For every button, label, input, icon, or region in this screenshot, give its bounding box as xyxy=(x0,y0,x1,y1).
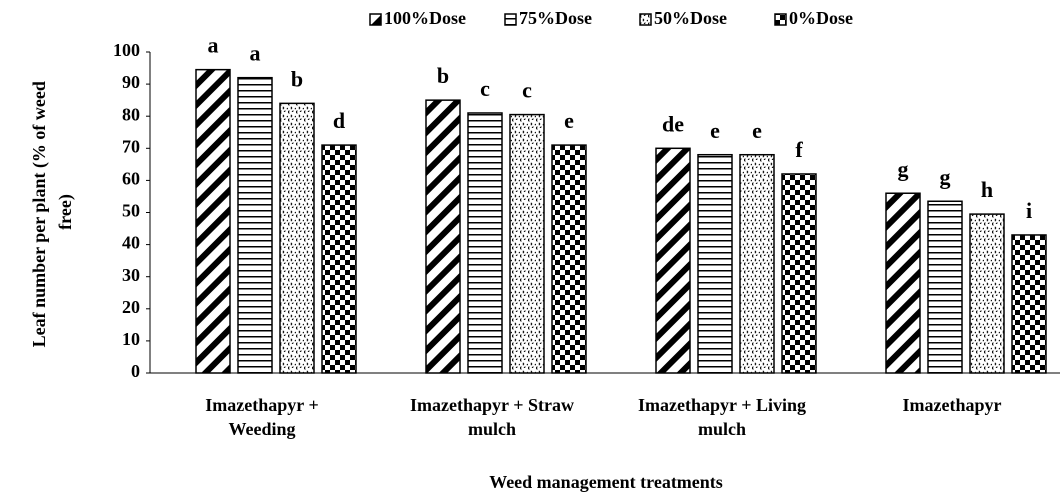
significance-letter: c xyxy=(522,78,532,103)
bar xyxy=(551,144,587,374)
bar xyxy=(425,99,461,374)
significance-letter: g xyxy=(898,156,909,181)
significance-letter: h xyxy=(981,177,993,202)
x-axis-title: Weed management treatments xyxy=(489,472,723,492)
significance-letter: de xyxy=(662,111,684,136)
significance-letter: f xyxy=(795,137,803,162)
significance-letter: d xyxy=(333,108,345,133)
legend-swatch xyxy=(639,13,652,26)
bar xyxy=(509,113,545,374)
legend-label: 50%Dose xyxy=(654,8,727,28)
y-tick-label: 80 xyxy=(122,104,140,124)
legend-label: 100%Dose xyxy=(384,8,466,28)
y-tick-label: 10 xyxy=(122,329,140,349)
bar xyxy=(739,153,775,374)
y-tick-label: 50 xyxy=(122,201,140,221)
bar xyxy=(927,200,963,374)
significance-letter: e xyxy=(564,108,574,133)
bar xyxy=(1011,234,1047,374)
significance-letter: b xyxy=(291,66,303,91)
significance-letter: e xyxy=(710,118,720,143)
significance-letter: i xyxy=(1026,198,1032,223)
bar xyxy=(969,213,1005,374)
legend-label: 75%Dose xyxy=(519,8,592,28)
y-tick-label: 60 xyxy=(122,169,140,189)
y-tick-label: 90 xyxy=(122,72,140,92)
significance-letter: a xyxy=(250,41,261,66)
x-tick-label: Weeding xyxy=(228,419,295,439)
significance-letter: a xyxy=(208,33,219,58)
y-tick-label: 20 xyxy=(122,297,140,317)
x-tick-label: mulch xyxy=(468,419,516,439)
x-tick-label: Imazethapyr + xyxy=(205,395,318,415)
bar xyxy=(467,112,503,374)
bar xyxy=(237,76,273,374)
y-axis-title: Leaf number per plant (% of weed free) xyxy=(29,77,76,348)
y-tick-label: 30 xyxy=(122,265,140,285)
y-tick-label: 0 xyxy=(131,361,140,381)
x-tick-label: Imazethapyr + Straw xyxy=(410,395,574,415)
y-tick-label: 40 xyxy=(122,233,140,253)
significance-letter: e xyxy=(752,118,762,143)
bar xyxy=(697,153,733,374)
y-tick-label: 100 xyxy=(113,40,140,60)
x-tick-label: Imazethapyr xyxy=(903,395,1002,415)
legend-swatch xyxy=(369,13,382,26)
legend-swatch xyxy=(504,13,517,26)
x-tick-label: mulch xyxy=(698,419,746,439)
x-tick-label: Imazethapyr + Living xyxy=(638,395,806,415)
significance-letter: b xyxy=(437,63,449,88)
legend-label: 0%Dose xyxy=(789,8,853,28)
significance-letter: c xyxy=(480,76,490,101)
legend-swatch xyxy=(774,13,787,26)
y-axis-title-line: free) xyxy=(55,194,76,230)
bar xyxy=(195,68,231,374)
bar xyxy=(279,102,315,374)
significance-letter: g xyxy=(940,164,951,189)
bar xyxy=(321,144,357,374)
y-tick-label: 70 xyxy=(122,136,140,156)
y-axis-title-line: Leaf number per plant (% of weed xyxy=(29,81,50,347)
bar xyxy=(781,173,817,374)
bar xyxy=(655,147,691,374)
bar xyxy=(885,192,921,374)
